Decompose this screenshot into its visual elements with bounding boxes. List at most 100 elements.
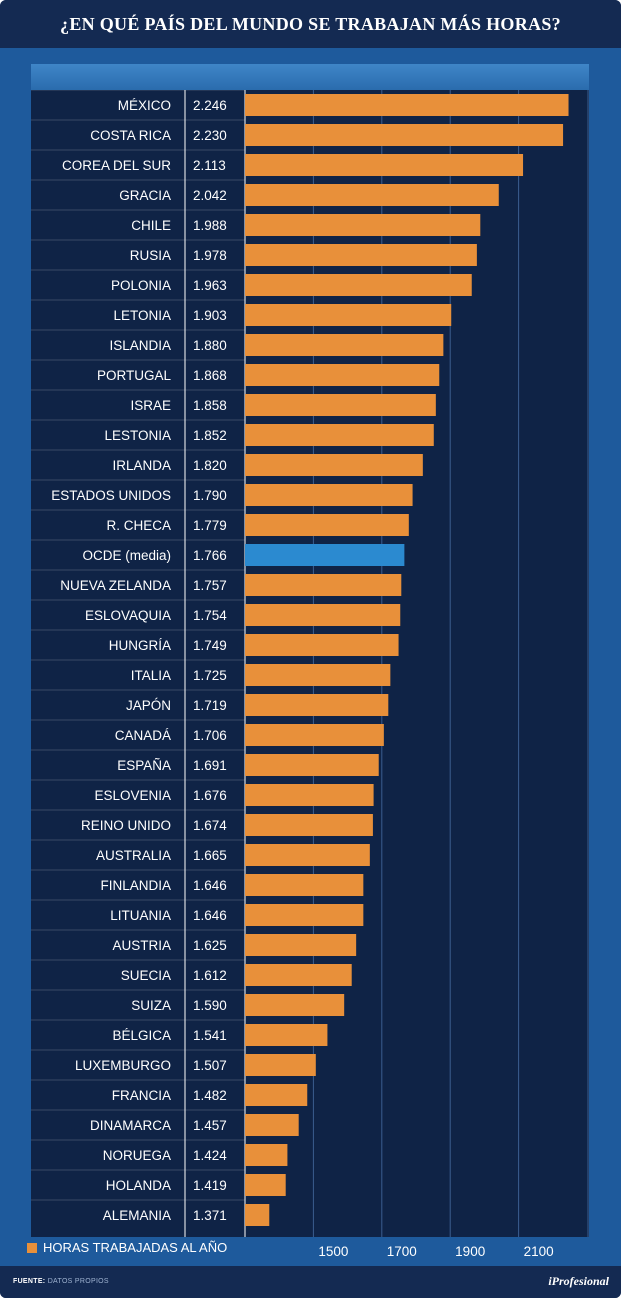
value-label: 2.246 (193, 98, 227, 113)
category-label: NUEVA ZELANDA (60, 578, 171, 593)
category-label: NORUEGA (103, 1148, 171, 1163)
bar (245, 244, 477, 266)
bar-chart: MÉXICO 2.246 COSTA RICA 2.230 COREA DEL SUR 2… (31, 90, 589, 1237)
value-label: 1.719 (193, 698, 227, 713)
category-label: LITUANIA (110, 908, 171, 923)
bar (245, 304, 452, 326)
source-label: FUENTE: (13, 1278, 46, 1285)
bar (245, 424, 434, 446)
value-label: 1.674 (193, 818, 227, 833)
bar (245, 874, 364, 896)
bar (245, 1174, 286, 1196)
title-bar: ¿EN QUÉ PAÍS DEL MUNDO SE TRABAJAN MÁS H… (0, 0, 621, 48)
category-label: POLONIA (111, 278, 171, 293)
bar (245, 754, 379, 776)
bar (245, 604, 401, 626)
category-label: COREA DEL SUR (62, 158, 171, 173)
bar (245, 214, 481, 236)
category-label: GRACIA (119, 188, 171, 203)
bar (245, 814, 373, 836)
footer-bar: FUENTE: DATOS PROPIOS iProfesional (0, 1266, 621, 1298)
bar (245, 934, 357, 956)
value-label: 1.625 (193, 938, 227, 953)
category-label: PORTUGAL (97, 368, 172, 383)
bar (245, 574, 402, 596)
bar (245, 364, 440, 386)
legend: HORAS TRABAJADAS AL AÑO (27, 1240, 227, 1255)
bar (245, 904, 364, 926)
category-label: LETONIA (113, 308, 171, 323)
category-label: COSTA RICA (90, 128, 171, 143)
category-label: JAPÓN (126, 698, 171, 713)
source-value: DATOS PROPIOS (47, 1278, 109, 1285)
value-label: 1.858 (193, 398, 227, 413)
chart-panel: MÉXICO 2.246 COSTA RICA 2.230 COREA DEL SUR 2… (31, 90, 589, 1237)
category-label: ITALIA (131, 668, 171, 683)
category-label: ISLANDIA (109, 338, 171, 353)
chart-title: ¿EN QUÉ PAÍS DEL MUNDO SE TRABAJAN MÁS H… (60, 13, 561, 34)
bar (245, 1114, 299, 1136)
category-label: R. CHECA (106, 518, 171, 533)
legend-label: HORAS TRABAJADAS AL AÑO (43, 1240, 228, 1255)
value-label: 2.113 (193, 158, 226, 173)
bar (245, 1024, 328, 1046)
category-label: REINO UNIDO (81, 818, 171, 833)
category-label: SUIZA (131, 998, 171, 1013)
category-label: FINLANDIA (100, 878, 171, 893)
value-label: 1.725 (193, 668, 227, 683)
value-label: 1.457 (193, 1118, 227, 1133)
value-label: 2.230 (193, 128, 227, 143)
value-label: 1.963 (193, 278, 227, 293)
x-axis-ticks: 1500 1700 1900 2100 (318, 1244, 553, 1259)
bar (245, 514, 409, 536)
category-label: ESLOVAQUIA (85, 608, 171, 623)
tick-label: 1700 (387, 1244, 417, 1259)
legend-swatch (27, 1242, 37, 1253)
bar (245, 844, 370, 866)
bar (245, 1054, 316, 1076)
bar (245, 94, 569, 116)
bar (245, 634, 399, 656)
value-label: 1.482 (193, 1088, 227, 1103)
bar (245, 124, 564, 146)
value-label: 1.790 (193, 488, 227, 503)
value-label: 1.691 (193, 758, 227, 773)
value-label: 1.903 (193, 308, 227, 323)
category-label: MÉXICO (118, 98, 171, 113)
tick-label: 1500 (318, 1244, 348, 1259)
bar (245, 1144, 288, 1166)
brand-logo: iProfesional (548, 1274, 609, 1288)
value-label: 1.371 (193, 1208, 227, 1223)
value-label: 1.978 (193, 248, 227, 263)
category-label: RUSIA (130, 248, 171, 263)
category-label: ALEMANIA (103, 1208, 171, 1223)
value-label: 1.852 (193, 428, 227, 443)
category-label: AUSTRALIA (96, 848, 171, 863)
category-label: DINAMARCA (90, 1118, 171, 1133)
value-label: 1.988 (193, 218, 227, 233)
bar (245, 664, 391, 686)
category-label: IRLANDA (112, 458, 171, 473)
bar (245, 454, 423, 476)
value-label: 1.646 (193, 908, 227, 923)
source-note: FUENTE: DATOS PROPIOS (13, 1278, 109, 1285)
value-label: 1.868 (193, 368, 227, 383)
value-label: 1.757 (193, 578, 227, 593)
value-label: 1.646 (193, 878, 227, 893)
category-label: ESPAÑA (117, 758, 171, 773)
category-label: CHILE (131, 218, 171, 233)
value-label: 1.665 (193, 848, 227, 863)
bar (245, 544, 405, 566)
category-label: ISRAE (130, 398, 171, 413)
bar (245, 184, 499, 206)
bar (245, 274, 472, 296)
bar (245, 484, 413, 506)
bar (245, 784, 374, 806)
category-label: LUXEMBURGO (75, 1058, 171, 1073)
tick-label: 1900 (455, 1244, 485, 1259)
bar (245, 394, 436, 416)
category-label: LESTONIA (104, 428, 171, 443)
header-strip (31, 64, 589, 90)
value-label: 1.612 (193, 968, 227, 983)
value-label: 1.676 (193, 788, 227, 803)
